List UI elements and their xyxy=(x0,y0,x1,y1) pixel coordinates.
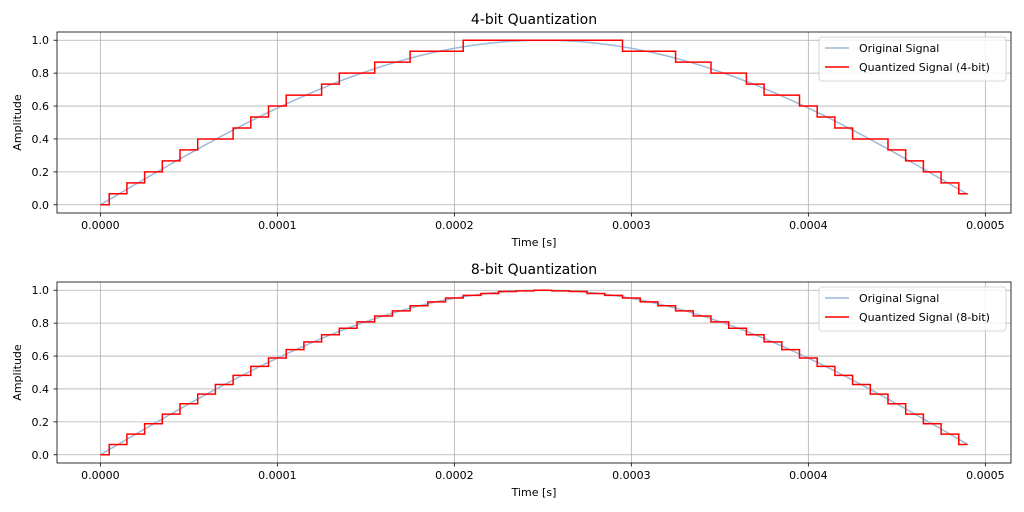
x-tick-label: 0.0001 xyxy=(258,219,297,232)
legend-box xyxy=(818,36,1007,82)
x-tick-label: 0.0002 xyxy=(435,219,474,232)
chart-title: 8-bit Quantization xyxy=(471,262,597,278)
y-tick-label: 0.6 xyxy=(32,350,50,363)
y-tick-label: 0.2 xyxy=(32,166,50,179)
legend: Original Signal Quantized Signal (8-bit) xyxy=(818,286,1007,332)
legend-label: Original Signal xyxy=(859,42,939,55)
chart-title: 4-bit Quantization xyxy=(471,12,597,28)
x-tick-label: 0.0004 xyxy=(789,469,828,482)
x-tick-label: 0.0000 xyxy=(81,469,120,482)
axes-frame xyxy=(56,281,1012,464)
y-tick-label: 0.4 xyxy=(32,133,50,146)
series-quantized-signal-line xyxy=(100,39,968,206)
legend-label: Original Signal xyxy=(859,292,939,305)
x-axis-label: Time [s] xyxy=(511,236,557,249)
legend-label: Quantized Signal (8-bit) xyxy=(859,311,990,324)
y-tick-label: 0.8 xyxy=(32,67,50,80)
x-axis-label: Time [s] xyxy=(511,486,557,499)
y-axis-label: Amplitude xyxy=(11,94,24,151)
chart-panel-1: 0.0000 0.0001 0.0002 0.0003 0.0004 0.0005 0.0 0… xyxy=(11,12,1012,249)
x-tick-label: 0.0001 xyxy=(258,469,297,482)
x-tick-label: 0.0002 xyxy=(435,469,474,482)
axes-frame xyxy=(56,31,1012,214)
legend-box xyxy=(818,286,1007,332)
y-tick-label: 0.8 xyxy=(32,317,50,330)
x-tick-label: 0.0003 xyxy=(612,219,651,232)
x-tick-label: 0.0000 xyxy=(81,219,120,232)
y-tick-label: 0.4 xyxy=(32,383,50,396)
y-tick-label: 0.6 xyxy=(32,100,50,113)
y-tick-label: 1.0 xyxy=(32,284,50,297)
x-tick-label: 0.0004 xyxy=(789,219,828,232)
y-tick-label: 0.0 xyxy=(32,199,50,212)
x-tick-label: 0.0003 xyxy=(612,469,651,482)
y-tick-label: 1.0 xyxy=(32,34,50,47)
y-tick-label: 0.2 xyxy=(32,416,50,429)
legend-label: Quantized Signal (4-bit) xyxy=(859,61,990,74)
y-tick-label: 0.0 xyxy=(32,449,50,462)
x-tick-label: 0.0005 xyxy=(966,219,1005,232)
y-axis-label: Amplitude xyxy=(11,344,24,401)
x-tick-label: 0.0005 xyxy=(966,469,1005,482)
series-quantized-signal-line xyxy=(100,289,968,456)
chart-panel-2: 0.0000 0.0001 0.0002 0.0003 0.0004 0.0005 0.0 0… xyxy=(11,262,1012,499)
legend: Original Signal Quantized Signal (4-bit) xyxy=(818,36,1007,82)
